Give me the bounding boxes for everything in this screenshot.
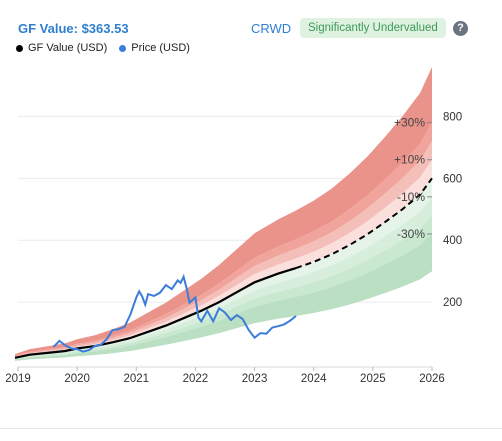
legend-item-gf-value[interactable]: GF Value (USD) bbox=[16, 42, 107, 54]
ticker-symbol[interactable]: CRWD bbox=[251, 21, 292, 36]
x-tick-label: 2024 bbox=[301, 373, 327, 385]
gf-value-projection-line[interactable] bbox=[295, 177, 433, 270]
legend-swatch-gf-value bbox=[16, 44, 23, 52]
legend-label-gf-value: GF Value (USD) bbox=[28, 42, 108, 54]
x-tick-label: 2020 bbox=[64, 373, 90, 385]
band-label: -10% bbox=[397, 190, 425, 204]
price-line[interactable] bbox=[52, 273, 297, 353]
x-tick-label: 2021 bbox=[123, 373, 149, 385]
valuation-badge: Significantly Undervalued bbox=[300, 18, 446, 38]
x-tick-label: 2022 bbox=[183, 373, 209, 385]
gf-value-line[interactable] bbox=[14, 267, 297, 359]
chart-legend: GF Value (USD) Price (USD) bbox=[16, 42, 190, 54]
y-tick-label: 800 bbox=[443, 111, 462, 123]
x-tick-label: 2025 bbox=[360, 373, 386, 385]
question-icon[interactable]: ? bbox=[453, 21, 468, 36]
legend-item-price[interactable]: Price (USD) bbox=[119, 42, 190, 54]
y-tick-label: 200 bbox=[443, 297, 462, 309]
gf-value-title: GF Value: $363.53 bbox=[18, 21, 129, 36]
x-tick-label: 2026 bbox=[419, 373, 445, 385]
x-tick-label: 2019 bbox=[5, 373, 31, 385]
band-label: +30% bbox=[394, 116, 425, 130]
y-tick-label: 600 bbox=[443, 173, 462, 185]
band-label: +10% bbox=[394, 153, 425, 167]
legend-label-price: Price (USD) bbox=[131, 42, 190, 54]
x-tick-label: 2023 bbox=[242, 373, 268, 385]
legend-swatch-price bbox=[119, 44, 127, 52]
y-tick-label: 400 bbox=[443, 235, 462, 247]
valuation-band-8 bbox=[15, 234, 432, 361]
footer-divider bbox=[0, 428, 502, 429]
band-label: -30% bbox=[397, 227, 425, 241]
